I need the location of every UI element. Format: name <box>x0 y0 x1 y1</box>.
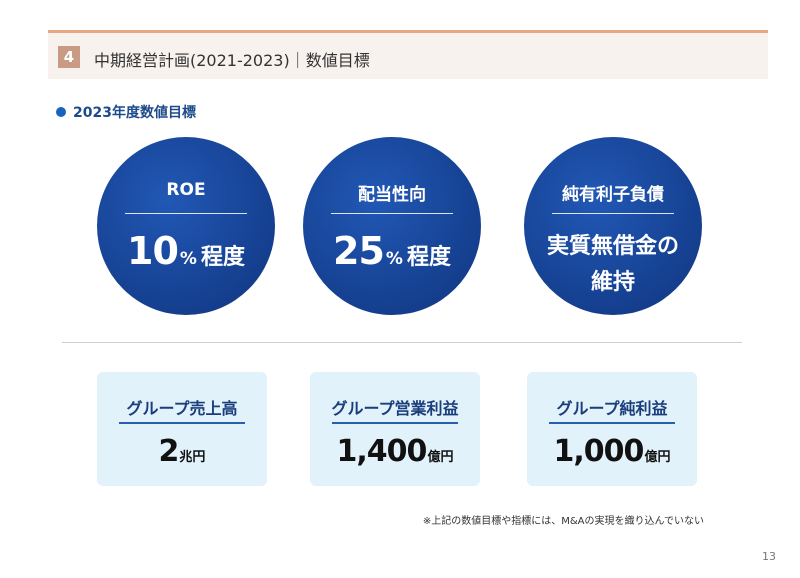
metric-value: 1,000億円 <box>527 434 697 469</box>
header-band <box>48 33 768 79</box>
footnote: ※上記の数値目標や指標には、M&Aの実現を織り込んでいない <box>422 516 704 527</box>
target-value-line-1: 実質無借金の <box>546 234 679 259</box>
target-value-line-2: 維持 <box>590 270 635 295</box>
metric-number: 2 <box>158 434 180 469</box>
section-number-badge: 4 <box>58 46 80 68</box>
target-unit: % <box>179 249 197 269</box>
target-suffix: 程度 <box>406 245 451 270</box>
metric-title: グループ純利益 <box>556 399 668 418</box>
metric-divider <box>119 422 245 424</box>
subheading-text: 2023年度数値目標 <box>73 105 196 121</box>
metric-card-revenue: グループ売上高 2兆円 <box>97 372 267 486</box>
target-divider <box>331 213 453 214</box>
metric-divider <box>549 422 675 424</box>
header-accent-rule <box>48 30 768 33</box>
subheading: 2023年度数値目標 <box>56 102 196 122</box>
target-value: 実質無借金の 維持 <box>524 229 702 301</box>
metric-unit: 億円 <box>644 450 671 465</box>
metric-number: 1,000 <box>553 434 645 469</box>
target-number: 25 <box>333 229 385 273</box>
target-title: 純有利子負債 <box>562 185 664 205</box>
target-divider <box>552 213 674 214</box>
bullet-dot-icon <box>56 107 66 117</box>
page-number: 13 <box>762 550 776 563</box>
target-unit: % <box>385 249 403 269</box>
target-value: 25% 程度 <box>303 229 481 273</box>
target-title: 配当性向 <box>358 185 426 205</box>
target-number: 10 <box>127 229 179 273</box>
page-title: 中期経営計画(2021-2023)｜数値目標 <box>94 51 370 70</box>
target-circle-net-debt: 純有利子負債 実質無借金の 維持 <box>524 137 702 315</box>
metric-card-net-income: グループ純利益 1,000億円 <box>527 372 697 486</box>
metric-unit: 億円 <box>427 450 454 465</box>
target-suffix: 程度 <box>200 245 245 270</box>
target-title: ROE <box>166 180 206 200</box>
metric-value: 1,400億円 <box>310 434 480 469</box>
target-circle-payout-ratio: 配当性向 25% 程度 <box>303 137 481 315</box>
target-divider <box>125 213 247 214</box>
target-value: 10% 程度 <box>97 229 275 273</box>
target-circle-roe: ROE 10% 程度 <box>97 137 275 315</box>
section-divider <box>62 342 742 343</box>
metric-number: 1,400 <box>336 434 428 469</box>
metric-unit: 兆円 <box>179 450 206 465</box>
metric-card-operating-profit: グループ営業利益 1,400億円 <box>310 372 480 486</box>
metric-value: 2兆円 <box>97 434 267 469</box>
metric-title: グループ売上高 <box>126 399 238 418</box>
metric-divider <box>332 422 458 424</box>
metric-title: グループ営業利益 <box>331 399 459 418</box>
